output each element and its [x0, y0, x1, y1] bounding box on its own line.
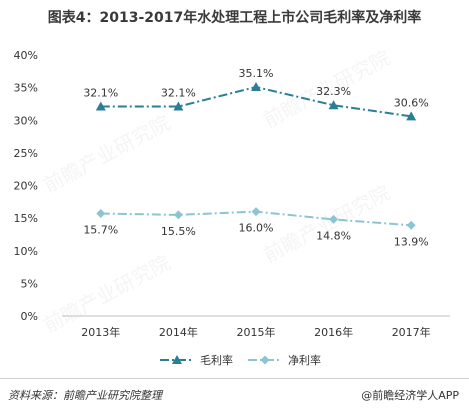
data-point-triangle [95, 101, 106, 111]
watermark-text: 前瞻产业研究院 [39, 110, 174, 197]
watermark-text: 前瞻产业研究院 [39, 250, 174, 337]
y-tick-label: 15% [14, 212, 38, 225]
data-point-diamond [260, 355, 270, 365]
legend: 毛利率 净利率 [160, 353, 321, 367]
x-tick-label: 2017年 [392, 325, 431, 339]
y-tick-label: 10% [14, 245, 38, 258]
data-point-triangle [173, 101, 184, 111]
x-tick-label: 2014年 [159, 325, 198, 339]
y-tick-label: 5% [21, 277, 38, 290]
watermark-text: 前瞻产业研究院 [259, 180, 394, 267]
data-label: 13.9% [394, 235, 429, 248]
x-tick-label: 2016年 [314, 325, 353, 339]
x-tick-label: 2013年 [81, 325, 120, 339]
brand-credit: @前瞻经济学人APP [361, 389, 459, 402]
data-point-triangle [172, 355, 182, 364]
data-point-diamond [96, 209, 106, 219]
y-axis: 0% 5% 10% 15% 20% 25% 30% 35% 40% [14, 49, 38, 323]
chart-title: 图表4：2013-2017年水处理工程上市公司毛利率及净利率 [47, 10, 422, 26]
y-tick-label: 0% [21, 310, 38, 323]
x-axis: 2013年 2014年 2015年 2016年 2017年 [62, 315, 450, 339]
y-tick-label: 30% [14, 114, 38, 127]
y-tick-label: 35% [14, 82, 38, 95]
series-layer: 32.1% 32.1% 35.1% 32.3% 30.6% 15.7% 15.5% 16.0%… [83, 67, 428, 248]
legend-label: 毛利率 [200, 353, 233, 367]
y-tick-label: 25% [14, 147, 38, 160]
data-label: 15.7% [83, 224, 118, 237]
footer: 资料来源：前瞻产业研究院整理 @前瞻经济学人APP [0, 378, 469, 413]
data-point-diamond [251, 207, 261, 217]
data-label: 32.1% [161, 87, 196, 100]
data-point-triangle [251, 81, 261, 91]
data-label: 32.1% [83, 87, 118, 100]
data-point-diamond [329, 214, 339, 224]
series-line-0 [100, 85, 412, 118]
data-point-triangle [328, 100, 339, 110]
source-note: 资料来源：前瞻产业研究院整理 [8, 389, 162, 402]
x-tick-label: 2015年 [237, 325, 276, 339]
data-label: 14.8% [316, 229, 351, 242]
legend-label: 净利率 [288, 353, 321, 367]
data-point-diamond [406, 220, 416, 230]
data-label: 32.3% [316, 85, 351, 98]
data-label: 16.0% [239, 222, 274, 235]
y-tick-label: 40% [14, 49, 38, 62]
data-point-diamond [173, 210, 183, 220]
data-label: 15.5% [161, 225, 196, 238]
data-point-triangle [406, 111, 417, 121]
data-label: 35.1% [239, 67, 274, 80]
y-tick-label: 20% [14, 180, 38, 193]
data-label: 30.6% [394, 96, 429, 109]
